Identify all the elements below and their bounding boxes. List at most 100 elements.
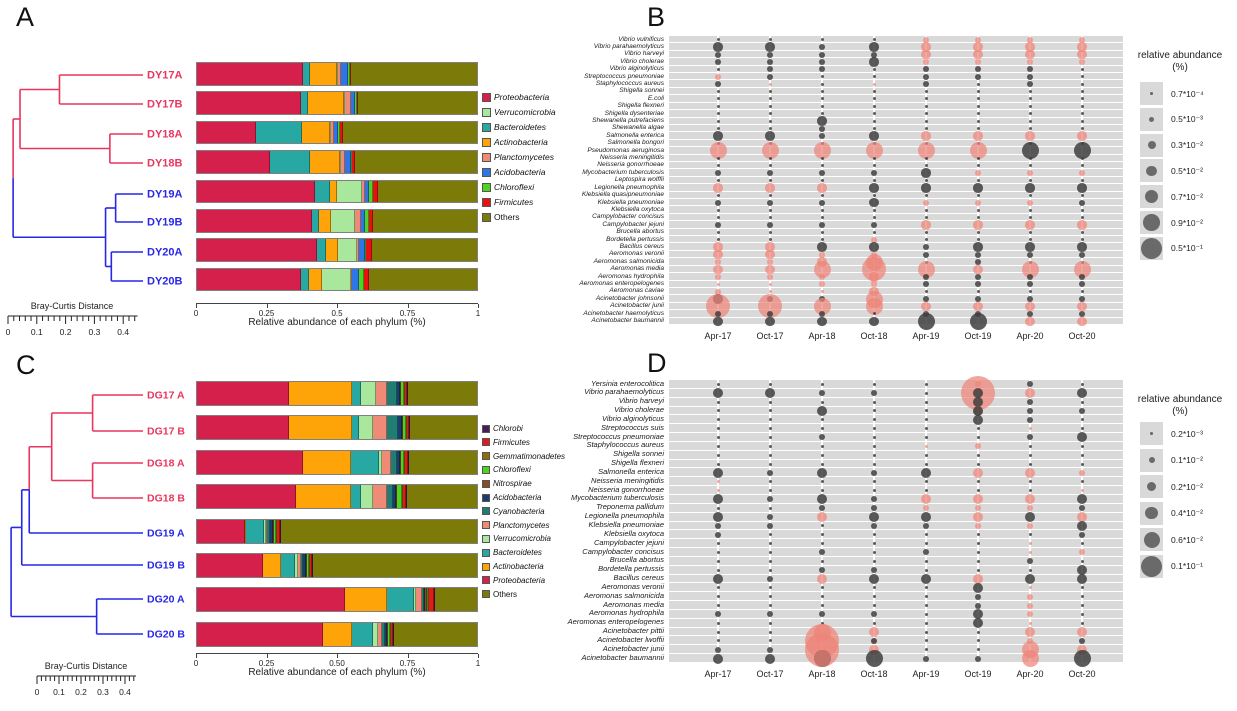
- species-label: Acinetobacter junii: [602, 643, 664, 653]
- bubble: [1027, 251, 1033, 258]
- bubble: [767, 273, 773, 280]
- bubble: [820, 179, 824, 182]
- bubble: [716, 104, 720, 108]
- bubble: [976, 164, 980, 168]
- bubble: [924, 238, 928, 242]
- bubble: [1080, 559, 1084, 563]
- bubble: [976, 550, 980, 554]
- bubble: [709, 142, 727, 160]
- legend-item-Verrucomicrobia: Verrucomicrobia: [482, 534, 551, 543]
- segment-Cyanobacteria: [381, 622, 385, 646]
- bubble: [768, 82, 772, 86]
- bubble: [869, 131, 879, 141]
- legend-item-Bacteroidetes: Bacteroidetes: [482, 548, 542, 557]
- species-label: Legionella pneumophila: [584, 511, 664, 521]
- bubble: [716, 568, 720, 572]
- bubble: [713, 573, 723, 584]
- bubble: [917, 260, 935, 278]
- bubble: [865, 650, 883, 668]
- bubble: [924, 630, 928, 634]
- sample-label: DY19B: [147, 217, 183, 229]
- bubble: [976, 630, 980, 634]
- bubble: [713, 512, 723, 523]
- bubble: [921, 573, 931, 584]
- segment-Chloroflexi: [387, 622, 391, 646]
- row-stripe: [669, 65, 1123, 74]
- row-stripe: [669, 556, 1123, 566]
- row-stripe: [669, 530, 1123, 540]
- bubble: [872, 533, 876, 537]
- bubble: [1079, 36, 1085, 43]
- legend-swatch: [482, 137, 491, 147]
- segment-Actinobacteria: [262, 554, 281, 577]
- segment-Verrucomicrobia: [343, 92, 346, 114]
- species-label: Klebsiella quasipneumoniae: [581, 191, 664, 199]
- species-label: Salmonella enterica: [606, 131, 664, 139]
- bubble: [1080, 164, 1084, 168]
- bubble: [1028, 586, 1032, 590]
- bubble: [917, 142, 935, 160]
- distance-axis-title-a: Bray-Curtis Distance: [30, 301, 114, 311]
- bubble: [716, 238, 720, 242]
- bubble: [869, 316, 879, 327]
- segment-Bacteroidetes: [350, 485, 361, 509]
- bubble: [716, 586, 720, 590]
- row-stripe: [669, 273, 1123, 281]
- bubble: [872, 75, 876, 79]
- bubble: [1079, 637, 1085, 644]
- bubble: [973, 609, 983, 620]
- bar-DG19 A: [196, 518, 478, 544]
- legend-item-Firmicutes: Firmicutes: [482, 438, 530, 447]
- bubble: [819, 58, 825, 65]
- bubble: [1080, 156, 1084, 160]
- bubble: [975, 36, 981, 43]
- species-label: Vibrio alginolyticus: [609, 65, 665, 73]
- segment-Firmicutes: [363, 268, 370, 291]
- segment-Others: [373, 210, 477, 232]
- bubble: [924, 391, 928, 395]
- bubble: [1080, 216, 1084, 220]
- bubble: [923, 549, 929, 556]
- segment-Proteobacteria: [197, 382, 290, 405]
- species-label: Mycobacterium tuberculosis: [571, 493, 664, 503]
- bubble: [976, 119, 980, 123]
- segment-Firmicutes: [352, 151, 356, 173]
- legend-key-label: 0.7*10⁻⁴: [1171, 88, 1204, 99]
- species-label: Salmonella enterica: [598, 466, 664, 476]
- segment-Verrucomicrobia: [339, 151, 342, 173]
- segment-Planctomycetes: [331, 121, 335, 144]
- segment-Firmicutes: [356, 92, 358, 114]
- bubble: [820, 427, 824, 431]
- bubble: [716, 230, 720, 234]
- segment-Others: [355, 151, 477, 173]
- species-label: Leptospira wolffii: [614, 176, 664, 184]
- species-label: Vibrio vulnificus: [618, 35, 664, 43]
- bubble: [716, 427, 720, 431]
- bubble-legend-unit-d: (%): [1172, 406, 1188, 417]
- species-label: Yersinia enterocolitica: [591, 378, 664, 388]
- species-label: Neisseria gonorrhoeae: [588, 484, 664, 494]
- segment-Cyanobacteria: [387, 416, 399, 440]
- row-stripe: [669, 58, 1123, 66]
- bubble: [924, 612, 928, 616]
- species-label: Shigella flexneri: [617, 102, 664, 110]
- species-label: Neisseria meningitidis: [591, 475, 664, 485]
- bubble: [1027, 381, 1033, 388]
- bubble: [921, 168, 931, 178]
- species-label: Salmonella bongori: [607, 139, 664, 147]
- bubble: [924, 119, 928, 123]
- bar-DY17B: [196, 91, 478, 115]
- bubble: [975, 593, 981, 600]
- bubble: [715, 259, 721, 265]
- legend-key-dot: [1147, 482, 1156, 491]
- column-label: Oct-18: [860, 331, 888, 341]
- legend-swatch: [482, 576, 490, 585]
- bubble: [1028, 480, 1032, 484]
- row-stripe: [669, 583, 1123, 593]
- bubble: [765, 388, 775, 399]
- bubble: [872, 67, 876, 71]
- segment-Actinobacteria: [244, 519, 246, 543]
- bubble: [973, 397, 983, 408]
- segment-Bacteroidetes: [300, 92, 308, 114]
- bubble: [1027, 611, 1033, 618]
